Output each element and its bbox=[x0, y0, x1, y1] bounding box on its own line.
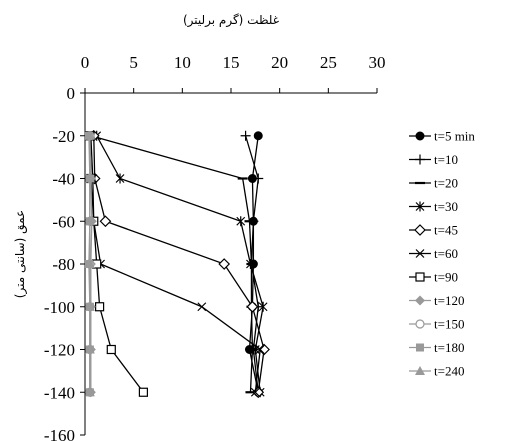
point-marker bbox=[106, 344, 116, 355]
legend-item: t=60 bbox=[409, 246, 458, 261]
legend-item: t=180 bbox=[409, 340, 464, 355]
point-marker bbox=[255, 345, 265, 354]
point-marker bbox=[94, 302, 105, 312]
legend-label: t=60 bbox=[434, 246, 458, 261]
y-axis-title: عمق (سانتی متر) bbox=[13, 210, 28, 298]
point-marker bbox=[253, 131, 263, 141]
x-tick-label: 20 bbox=[271, 53, 288, 72]
point-marker bbox=[84, 387, 95, 397]
x-tick-label: 5 bbox=[129, 53, 138, 72]
point-marker bbox=[84, 344, 95, 354]
legend-item: t=10 bbox=[409, 152, 458, 167]
series-4 bbox=[92, 130, 268, 398]
point-marker bbox=[258, 343, 270, 356]
x-tick-label: 25 bbox=[320, 53, 337, 72]
point-marker bbox=[246, 300, 259, 313]
x-axis-title: غلظت (گرم برلیتر) bbox=[183, 13, 279, 28]
point-marker bbox=[415, 319, 425, 329]
legend-label: t=180 bbox=[434, 340, 464, 355]
legend-label: t=90 bbox=[434, 270, 458, 285]
legend-label: t=240 bbox=[434, 364, 464, 379]
point-marker bbox=[84, 173, 95, 183]
point-marker bbox=[415, 249, 425, 258]
y-tick-label: -100 bbox=[44, 298, 75, 317]
point-marker bbox=[240, 130, 251, 141]
point-marker bbox=[253, 173, 264, 184]
x-tick-label: 0 bbox=[81, 53, 90, 72]
point-marker bbox=[115, 173, 125, 184]
point-marker bbox=[258, 301, 268, 312]
point-marker bbox=[415, 131, 425, 141]
axes: 0 5 10 15 20 25 30 0 -20 -40 -60 -80 -100 -120 -140 -16… bbox=[44, 53, 386, 441]
legend-item: t=45 bbox=[409, 223, 458, 238]
legend-item: t=150 bbox=[409, 317, 464, 332]
point-marker bbox=[99, 215, 112, 228]
point-marker bbox=[197, 302, 207, 312]
series-line bbox=[90, 135, 261, 393]
y-tick-label: -160 bbox=[44, 426, 75, 441]
point-marker bbox=[246, 259, 255, 269]
point-marker bbox=[416, 343, 424, 352]
series-6 bbox=[86, 131, 265, 397]
legend-label: t=150 bbox=[434, 317, 464, 332]
y-tick-label: -120 bbox=[44, 341, 75, 360]
point-marker bbox=[415, 272, 425, 282]
legend-label: t=45 bbox=[434, 223, 458, 238]
point-marker bbox=[236, 216, 246, 227]
x-tick-label: 15 bbox=[223, 53, 240, 72]
point-marker bbox=[415, 201, 425, 212]
point-marker bbox=[84, 301, 95, 311]
point-marker bbox=[84, 259, 95, 268]
point-marker bbox=[250, 387, 260, 397]
legend-label: t=20 bbox=[434, 176, 458, 191]
point-marker bbox=[415, 154, 425, 165]
series-layer bbox=[84, 129, 270, 399]
series-line bbox=[93, 135, 265, 393]
legend-label: t=10 bbox=[434, 152, 458, 167]
point-marker bbox=[218, 258, 231, 270]
legend-item: t=120 bbox=[409, 293, 464, 308]
y-tick-label: -40 bbox=[52, 170, 75, 189]
legend: t=5 min t=10 t=20 t=30 t=45 t=60 t=90 t=120 t=15… bbox=[409, 129, 475, 379]
legend-label: t=5 min bbox=[434, 129, 475, 144]
legend-label: t=120 bbox=[434, 293, 464, 308]
series-11 bbox=[84, 130, 95, 397]
legend-label: t=30 bbox=[434, 199, 458, 214]
legend-item: t=30 bbox=[409, 199, 458, 214]
point-marker bbox=[84, 130, 95, 140]
y-tick-label: 0 bbox=[67, 84, 76, 103]
legend-item: t=90 bbox=[409, 270, 458, 285]
y-tick-label: -60 bbox=[52, 212, 75, 231]
y-tick-label: -80 bbox=[52, 255, 75, 274]
point-marker bbox=[84, 216, 95, 226]
y-tick-label: -20 bbox=[52, 127, 75, 146]
x-tick-label: 10 bbox=[174, 53, 191, 72]
point-marker bbox=[138, 387, 148, 397]
point-marker bbox=[415, 295, 425, 306]
legend-item: t=5 min bbox=[409, 129, 475, 144]
point-marker bbox=[415, 366, 425, 375]
series-line bbox=[96, 135, 264, 393]
y-tick-label: -140 bbox=[44, 383, 75, 402]
legend-item: t=240 bbox=[409, 364, 464, 379]
point-marker bbox=[414, 224, 426, 236]
x-tick-label: 30 bbox=[369, 53, 386, 72]
legend-item: t=20 bbox=[409, 176, 458, 191]
